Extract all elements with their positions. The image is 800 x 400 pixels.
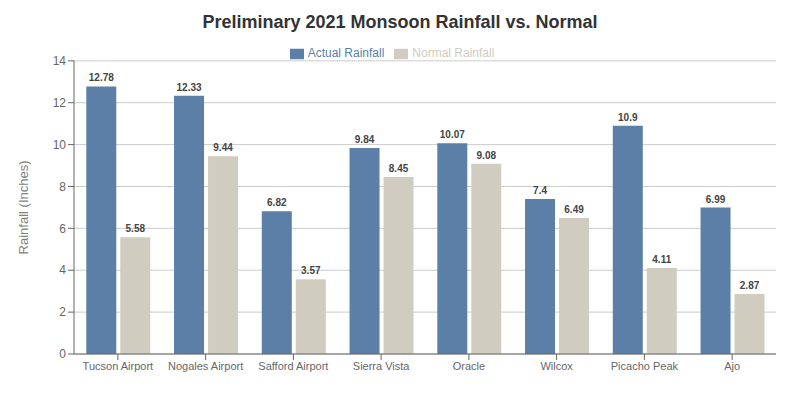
svg-text:2.87: 2.87 xyxy=(740,280,760,291)
html-text:Normal Rainfall: Normal Rainfall xyxy=(412,46,495,60)
svg-text:9.84: 9.84 xyxy=(355,134,375,145)
html-text:Preliminary 2021 Monsoon Rainf: Preliminary 2021 Monsoon Rainfall vs. No… xyxy=(202,12,598,32)
svg-text:6.82: 6.82 xyxy=(267,197,287,208)
svg-text:0: 0 xyxy=(59,347,66,361)
svg-text:9.08: 9.08 xyxy=(477,150,497,161)
svg-text:Sierra Vista: Sierra Vista xyxy=(353,360,411,372)
svg-text:10: 10 xyxy=(53,138,67,152)
svg-text:3.57: 3.57 xyxy=(301,265,321,276)
html-text:Actual Rainfall: Actual Rainfall xyxy=(307,46,385,60)
svg-text:6.99: 6.99 xyxy=(706,194,726,205)
svg-text:9.44: 9.44 xyxy=(213,142,233,153)
svg-text:8.45: 8.45 xyxy=(389,163,409,174)
svg-text:7.4: 7.4 xyxy=(533,185,547,196)
svg-text:4: 4 xyxy=(59,263,66,277)
svg-text:Ajo: Ajo xyxy=(724,360,740,372)
svg-text:Wilcox: Wilcox xyxy=(540,360,573,372)
svg-text:Oracle: Oracle xyxy=(453,360,485,372)
svg-text:5.58: 5.58 xyxy=(126,223,146,234)
svg-text:Rainfall (Inches): Rainfall (Inches) xyxy=(16,160,31,254)
svg-text:14: 14 xyxy=(53,54,67,68)
svg-text:12: 12 xyxy=(53,96,67,110)
svg-text:Picacho Peak: Picacho Peak xyxy=(611,360,679,372)
svg-text:8: 8 xyxy=(59,180,66,194)
svg-text:6.49: 6.49 xyxy=(564,204,584,215)
svg-text:10.9: 10.9 xyxy=(618,112,638,123)
svg-text:Tucson Airport: Tucson Airport xyxy=(83,360,154,372)
svg-text:Safford Airport: Safford Airport xyxy=(258,360,328,372)
svg-text:12.78: 12.78 xyxy=(89,72,114,83)
svg-text:2: 2 xyxy=(59,305,66,319)
svg-text:4.11: 4.11 xyxy=(652,254,671,265)
svg-text:10.07: 10.07 xyxy=(440,129,465,140)
svg-text:Nogales Airport: Nogales Airport xyxy=(168,360,243,372)
svg-text:6: 6 xyxy=(59,222,66,236)
svg-text:12.33: 12.33 xyxy=(177,82,202,93)
